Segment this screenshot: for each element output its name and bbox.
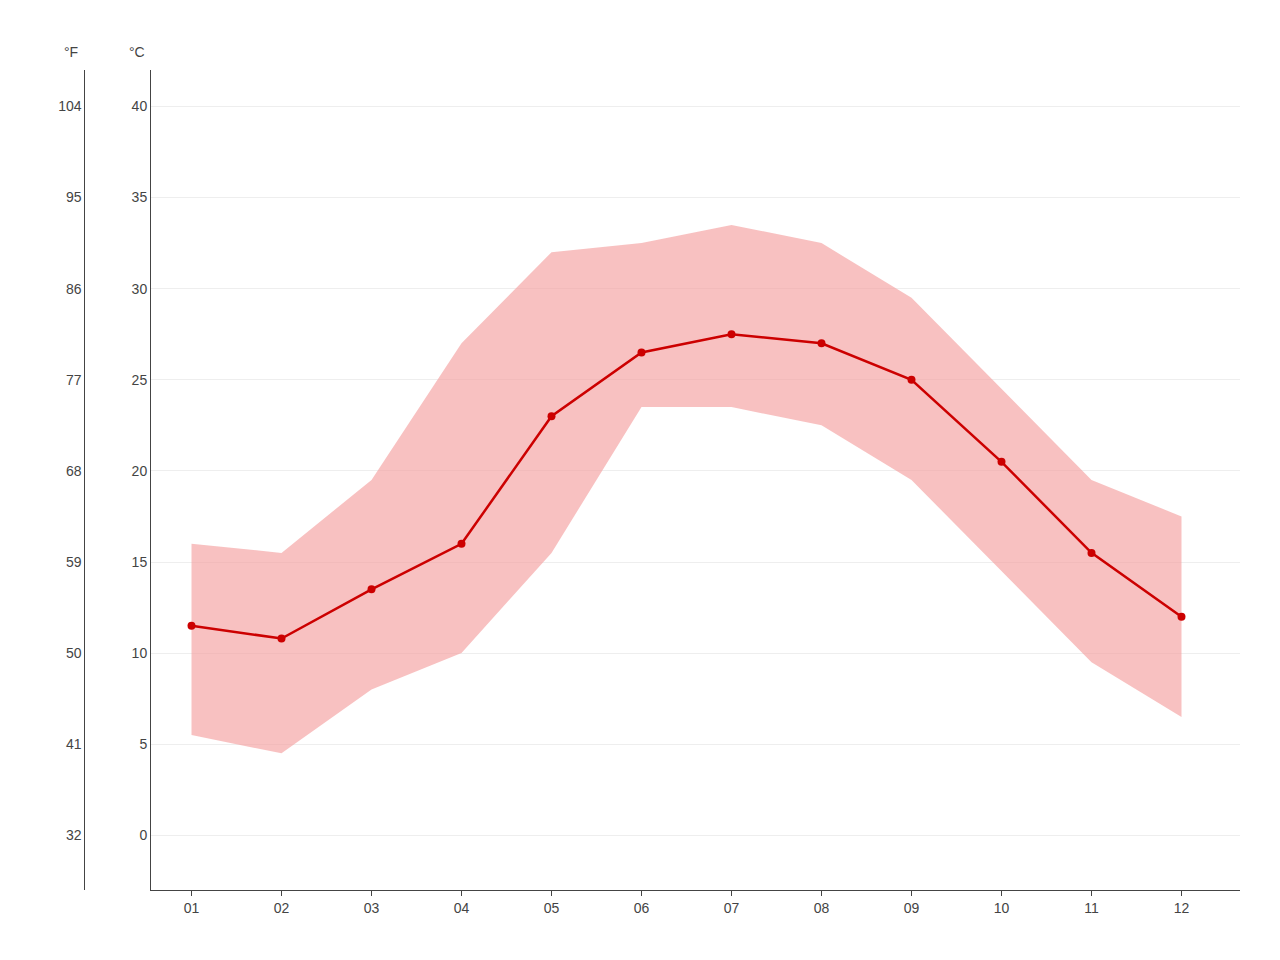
- svg-text:68: 68: [66, 463, 82, 479]
- svg-text:20: 20: [132, 463, 148, 479]
- svg-text:10: 10: [132, 645, 148, 661]
- svg-text:86: 86: [66, 281, 82, 297]
- svg-text:15: 15: [132, 554, 148, 570]
- svg-text:03: 03: [364, 900, 380, 916]
- svg-text:06: 06: [634, 900, 650, 916]
- svg-text:10: 10: [994, 900, 1010, 916]
- svg-text:08: 08: [814, 900, 830, 916]
- svg-text:0: 0: [139, 827, 147, 843]
- svg-text:01: 01: [184, 900, 200, 916]
- svg-text:32: 32: [66, 827, 82, 843]
- svg-text:25: 25: [132, 372, 148, 388]
- svg-text:07: 07: [724, 900, 740, 916]
- svg-text:40: 40: [132, 98, 148, 114]
- svg-text:05: 05: [544, 900, 560, 916]
- svg-text:02: 02: [274, 900, 290, 916]
- svg-text:77: 77: [66, 372, 82, 388]
- svg-text:35: 35: [132, 189, 148, 205]
- svg-text:5: 5: [139, 736, 147, 752]
- svg-text:30: 30: [132, 281, 148, 297]
- svg-text:09: 09: [904, 900, 920, 916]
- svg-text:50: 50: [66, 645, 82, 661]
- svg-text:°C: °C: [129, 44, 145, 60]
- svg-text:41: 41: [66, 736, 82, 752]
- svg-text:59: 59: [66, 554, 82, 570]
- svg-text:95: 95: [66, 189, 82, 205]
- svg-text:12: 12: [1174, 900, 1190, 916]
- svg-text:104: 104: [58, 98, 82, 114]
- svg-text:°F: °F: [64, 44, 78, 60]
- svg-text:11: 11: [1084, 900, 1099, 916]
- svg-text:04: 04: [454, 900, 470, 916]
